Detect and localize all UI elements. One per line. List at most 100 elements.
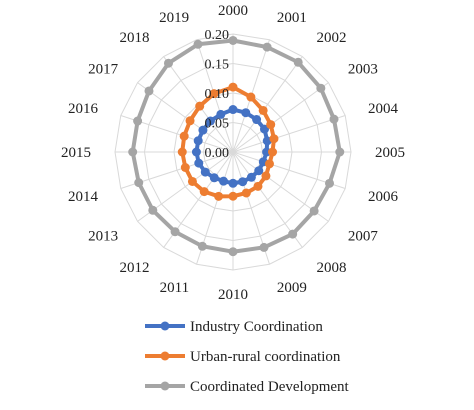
data-point xyxy=(253,181,263,191)
data-point xyxy=(266,120,276,130)
data-point xyxy=(180,162,190,172)
grid-spoke xyxy=(137,82,234,153)
data-point xyxy=(195,101,205,111)
data-point xyxy=(316,83,326,93)
series-1 xyxy=(177,82,279,201)
data-point xyxy=(209,89,219,99)
data-point xyxy=(252,115,262,125)
category-label: 2006 xyxy=(368,189,399,205)
data-point xyxy=(246,92,256,102)
data-point xyxy=(194,158,204,168)
data-point xyxy=(260,124,270,134)
data-point xyxy=(219,176,229,186)
category-label: 2007 xyxy=(348,228,379,244)
data-point xyxy=(246,172,256,182)
data-point xyxy=(335,147,345,157)
category-label: 2003 xyxy=(348,62,378,78)
category-label: 2018 xyxy=(120,30,150,46)
data-point xyxy=(170,227,180,237)
radial-tick-labels: 0.00 0.05 0.10 0.15 0.20 xyxy=(205,28,230,161)
category-label: 2016 xyxy=(68,101,99,117)
data-point xyxy=(191,147,201,157)
data-point xyxy=(228,35,238,45)
data-point xyxy=(209,173,219,183)
data-point xyxy=(198,125,208,135)
data-point xyxy=(254,166,264,176)
data-point xyxy=(199,187,209,197)
tick-label: 0.00 xyxy=(205,146,230,161)
series-2 xyxy=(128,35,345,257)
data-point xyxy=(205,116,215,126)
data-point xyxy=(163,58,173,68)
data-point xyxy=(228,82,238,92)
data-point xyxy=(144,86,154,96)
data-point xyxy=(268,147,278,157)
legend-label: Coordinated Development xyxy=(190,379,350,395)
category-label: 2011 xyxy=(160,280,189,296)
data-point xyxy=(329,114,339,124)
category-label: 2012 xyxy=(120,260,150,276)
legend-marker xyxy=(160,351,170,361)
data-point xyxy=(259,242,269,252)
data-point xyxy=(185,116,195,126)
category-label: 2008 xyxy=(316,260,346,276)
radar-grid xyxy=(114,33,352,271)
data-point xyxy=(258,105,268,115)
data-point xyxy=(179,131,189,141)
data-point xyxy=(148,205,158,215)
grid-spoke xyxy=(232,82,329,153)
data-point xyxy=(197,241,207,251)
data-point xyxy=(193,39,203,49)
data-point xyxy=(241,188,251,198)
data-point xyxy=(134,178,144,188)
data-point xyxy=(264,159,274,169)
series-0 xyxy=(191,105,272,188)
data-point xyxy=(325,178,335,188)
tick-label: 0.05 xyxy=(205,117,230,132)
data-point xyxy=(214,191,224,201)
data-point xyxy=(293,57,303,67)
category-label: 2005 xyxy=(375,145,405,161)
category-label: 2017 xyxy=(88,62,119,78)
data-point xyxy=(309,206,319,216)
data-point xyxy=(177,147,187,157)
tick-label: 0.10 xyxy=(205,87,230,102)
category-label: 2004 xyxy=(368,101,399,117)
grid-spoke xyxy=(232,115,346,153)
data-point xyxy=(288,229,298,239)
category-label: 2010 xyxy=(218,287,248,303)
data-point xyxy=(269,134,279,144)
legend-item: Coordinated Development xyxy=(145,379,350,395)
legend-item: Industry Coordination xyxy=(145,319,323,335)
tick-label: 0.15 xyxy=(205,58,230,73)
data-point xyxy=(128,147,138,157)
data-point xyxy=(241,108,251,118)
data-point xyxy=(228,247,238,257)
legend-item: Urban-rural coordination xyxy=(145,349,341,365)
category-label: 2019 xyxy=(159,10,189,26)
data-point xyxy=(216,109,226,119)
category-label: 2014 xyxy=(68,189,99,205)
tick-label: 0.20 xyxy=(205,28,230,43)
data-point xyxy=(200,167,210,177)
data-point xyxy=(228,191,238,201)
category-label: 2000 xyxy=(218,3,248,19)
category-label: 2001 xyxy=(277,10,307,26)
data-point xyxy=(228,105,238,115)
data-point xyxy=(261,171,271,181)
series-line xyxy=(130,38,342,254)
category-label: 2015 xyxy=(61,145,91,161)
legend-label: Industry Coordination xyxy=(190,319,323,335)
data-point xyxy=(187,176,197,186)
grid-spoke xyxy=(232,56,303,153)
category-label: 2002 xyxy=(316,30,346,46)
data-point xyxy=(228,178,238,188)
legend-marker xyxy=(160,381,170,391)
data-point xyxy=(238,177,248,187)
category-label: 2009 xyxy=(277,280,307,296)
radar-series xyxy=(128,35,345,257)
legend-marker xyxy=(160,321,170,331)
data-point xyxy=(262,42,272,52)
category-label: 2013 xyxy=(88,228,118,244)
